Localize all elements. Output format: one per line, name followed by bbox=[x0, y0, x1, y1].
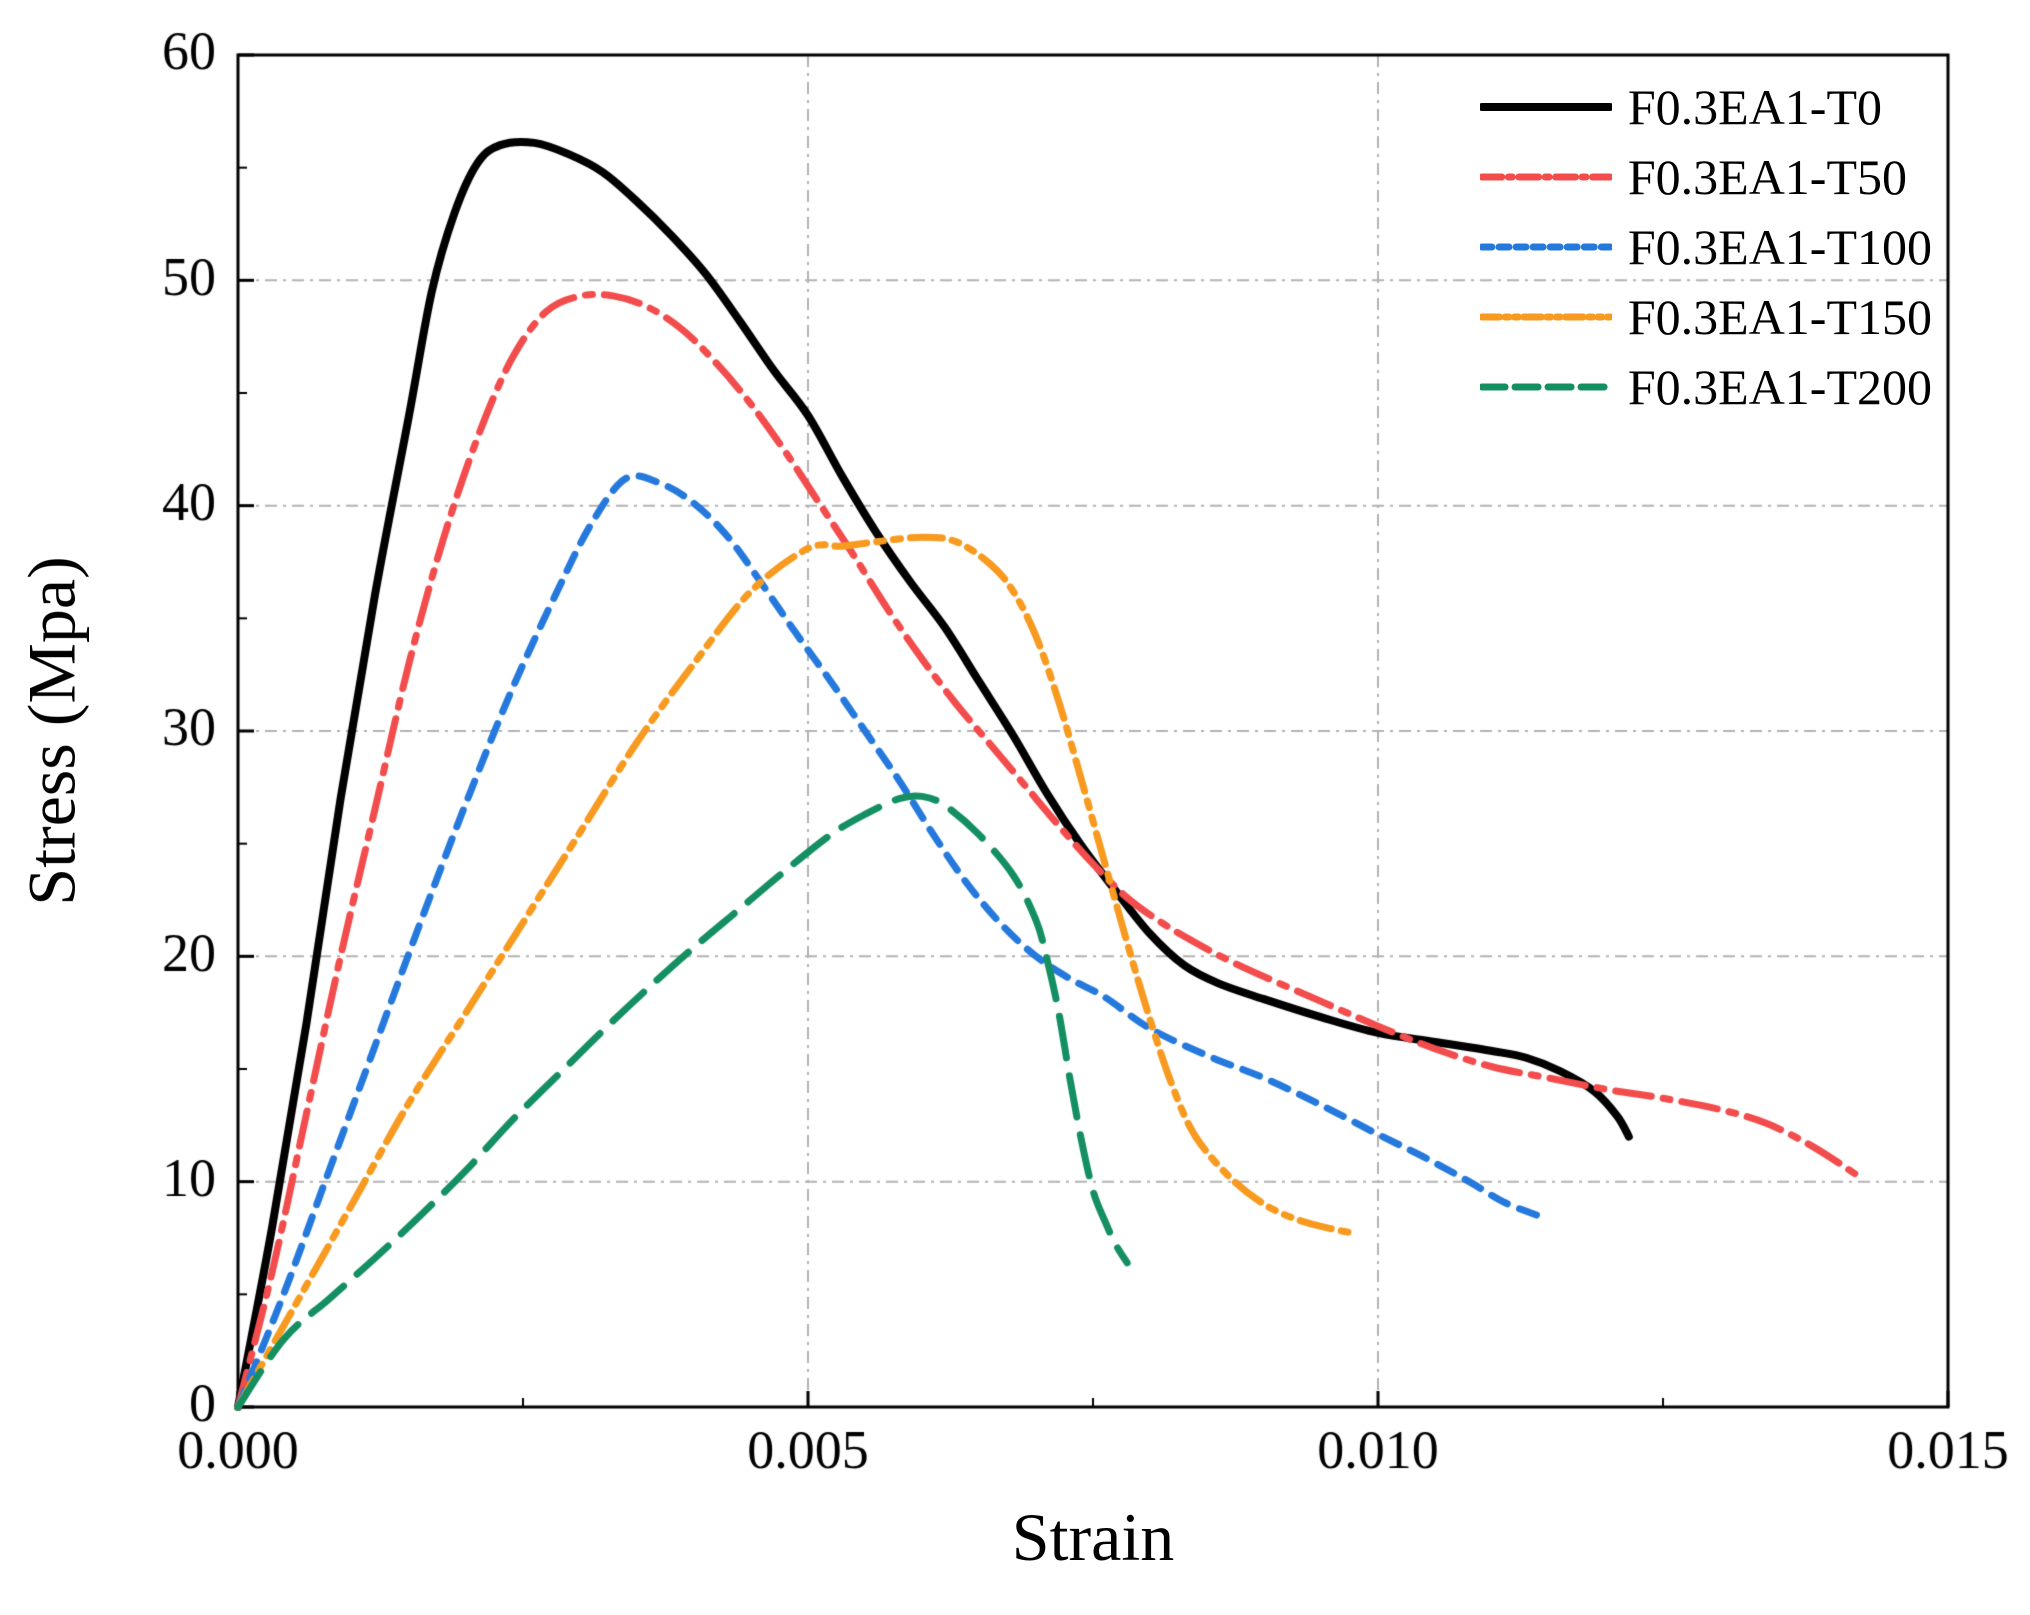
legend-label: F0.3EA1-T100 bbox=[1627, 219, 1932, 275]
legend-line-sample bbox=[1479, 173, 1612, 181]
legend-line-sample bbox=[1479, 243, 1612, 251]
y-axis-label: Stress (Mpa) bbox=[13, 556, 90, 906]
legend-item: F0.3EA1-T150 bbox=[1479, 282, 1932, 352]
legend-label: F0.3EA1-T0 bbox=[1627, 79, 1882, 135]
legend-label: F0.3EA1-T200 bbox=[1627, 359, 1932, 415]
legend-item: F0.3EA1-T0 bbox=[1479, 72, 1932, 142]
legend-item: F0.3EA1-T200 bbox=[1479, 352, 1932, 422]
legend-line-sample bbox=[1479, 383, 1612, 391]
legend-label: F0.3EA1-T150 bbox=[1627, 289, 1932, 345]
x-axis-label: Strain bbox=[1011, 1499, 1175, 1575]
legend: F0.3EA1-T0 F0.3EA1-T50 F0.3EA1-T100 F0.3EA1… bbox=[1479, 72, 1932, 422]
legend-line-sample bbox=[1479, 103, 1612, 111]
legend-line-sample bbox=[1479, 313, 1612, 321]
legend-label: F0.3EA1-T50 bbox=[1627, 149, 1907, 205]
legend-item: F0.3EA1-T50 bbox=[1479, 142, 1932, 212]
legend-item: F0.3EA1-T100 bbox=[1479, 212, 1932, 282]
